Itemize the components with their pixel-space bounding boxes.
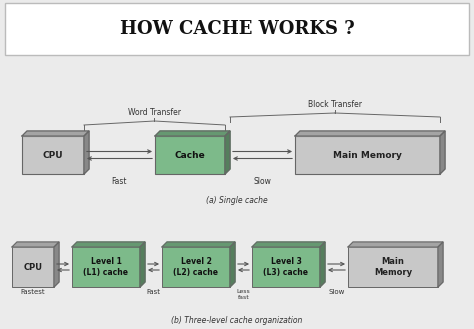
Bar	[162, 247, 230, 287]
Polygon shape	[438, 242, 443, 287]
Polygon shape	[22, 131, 89, 136]
Text: CPU: CPU	[24, 263, 43, 271]
Polygon shape	[225, 131, 230, 174]
Bar	[295, 136, 440, 174]
Text: Main Memory: Main Memory	[333, 150, 402, 160]
Text: Word Transfer: Word Transfer	[128, 108, 181, 117]
Bar	[348, 247, 438, 287]
Polygon shape	[440, 131, 445, 174]
Bar	[5, 3, 469, 55]
Polygon shape	[252, 242, 325, 247]
Polygon shape	[54, 242, 59, 287]
Text: CPU: CPU	[43, 150, 64, 160]
Text: Less
fast: Less fast	[237, 289, 250, 300]
Text: Main
Memory: Main Memory	[374, 257, 412, 277]
Text: HOW CACHE WORKS ?: HOW CACHE WORKS ?	[120, 20, 354, 38]
Bar	[155, 136, 225, 174]
Text: (a) Single cache: (a) Single cache	[206, 196, 268, 205]
Text: Cache: Cache	[174, 150, 205, 160]
Text: Fastest: Fastest	[21, 289, 46, 295]
Polygon shape	[295, 131, 445, 136]
Polygon shape	[72, 242, 145, 247]
Text: Fast: Fast	[146, 289, 161, 295]
Text: Fast: Fast	[112, 177, 127, 186]
Text: Slow: Slow	[328, 289, 345, 295]
Polygon shape	[12, 242, 59, 247]
Text: Block Transfer: Block Transfer	[308, 100, 362, 109]
Polygon shape	[348, 242, 443, 247]
Polygon shape	[155, 131, 230, 136]
Polygon shape	[140, 242, 145, 287]
Bar	[12, 247, 54, 287]
Text: Level 1
(L1) cache: Level 1 (L1) cache	[83, 257, 128, 277]
Polygon shape	[230, 242, 235, 287]
Text: (b) Three-level cache organization: (b) Three-level cache organization	[171, 316, 303, 325]
Bar	[72, 247, 140, 287]
Text: Slow: Slow	[254, 177, 272, 186]
Bar	[22, 136, 84, 174]
Text: Level 2
(L2) cache: Level 2 (L2) cache	[173, 257, 219, 277]
Polygon shape	[84, 131, 89, 174]
Bar	[252, 247, 320, 287]
Polygon shape	[320, 242, 325, 287]
Polygon shape	[162, 242, 235, 247]
Text: Level 3
(L3) cache: Level 3 (L3) cache	[264, 257, 309, 277]
